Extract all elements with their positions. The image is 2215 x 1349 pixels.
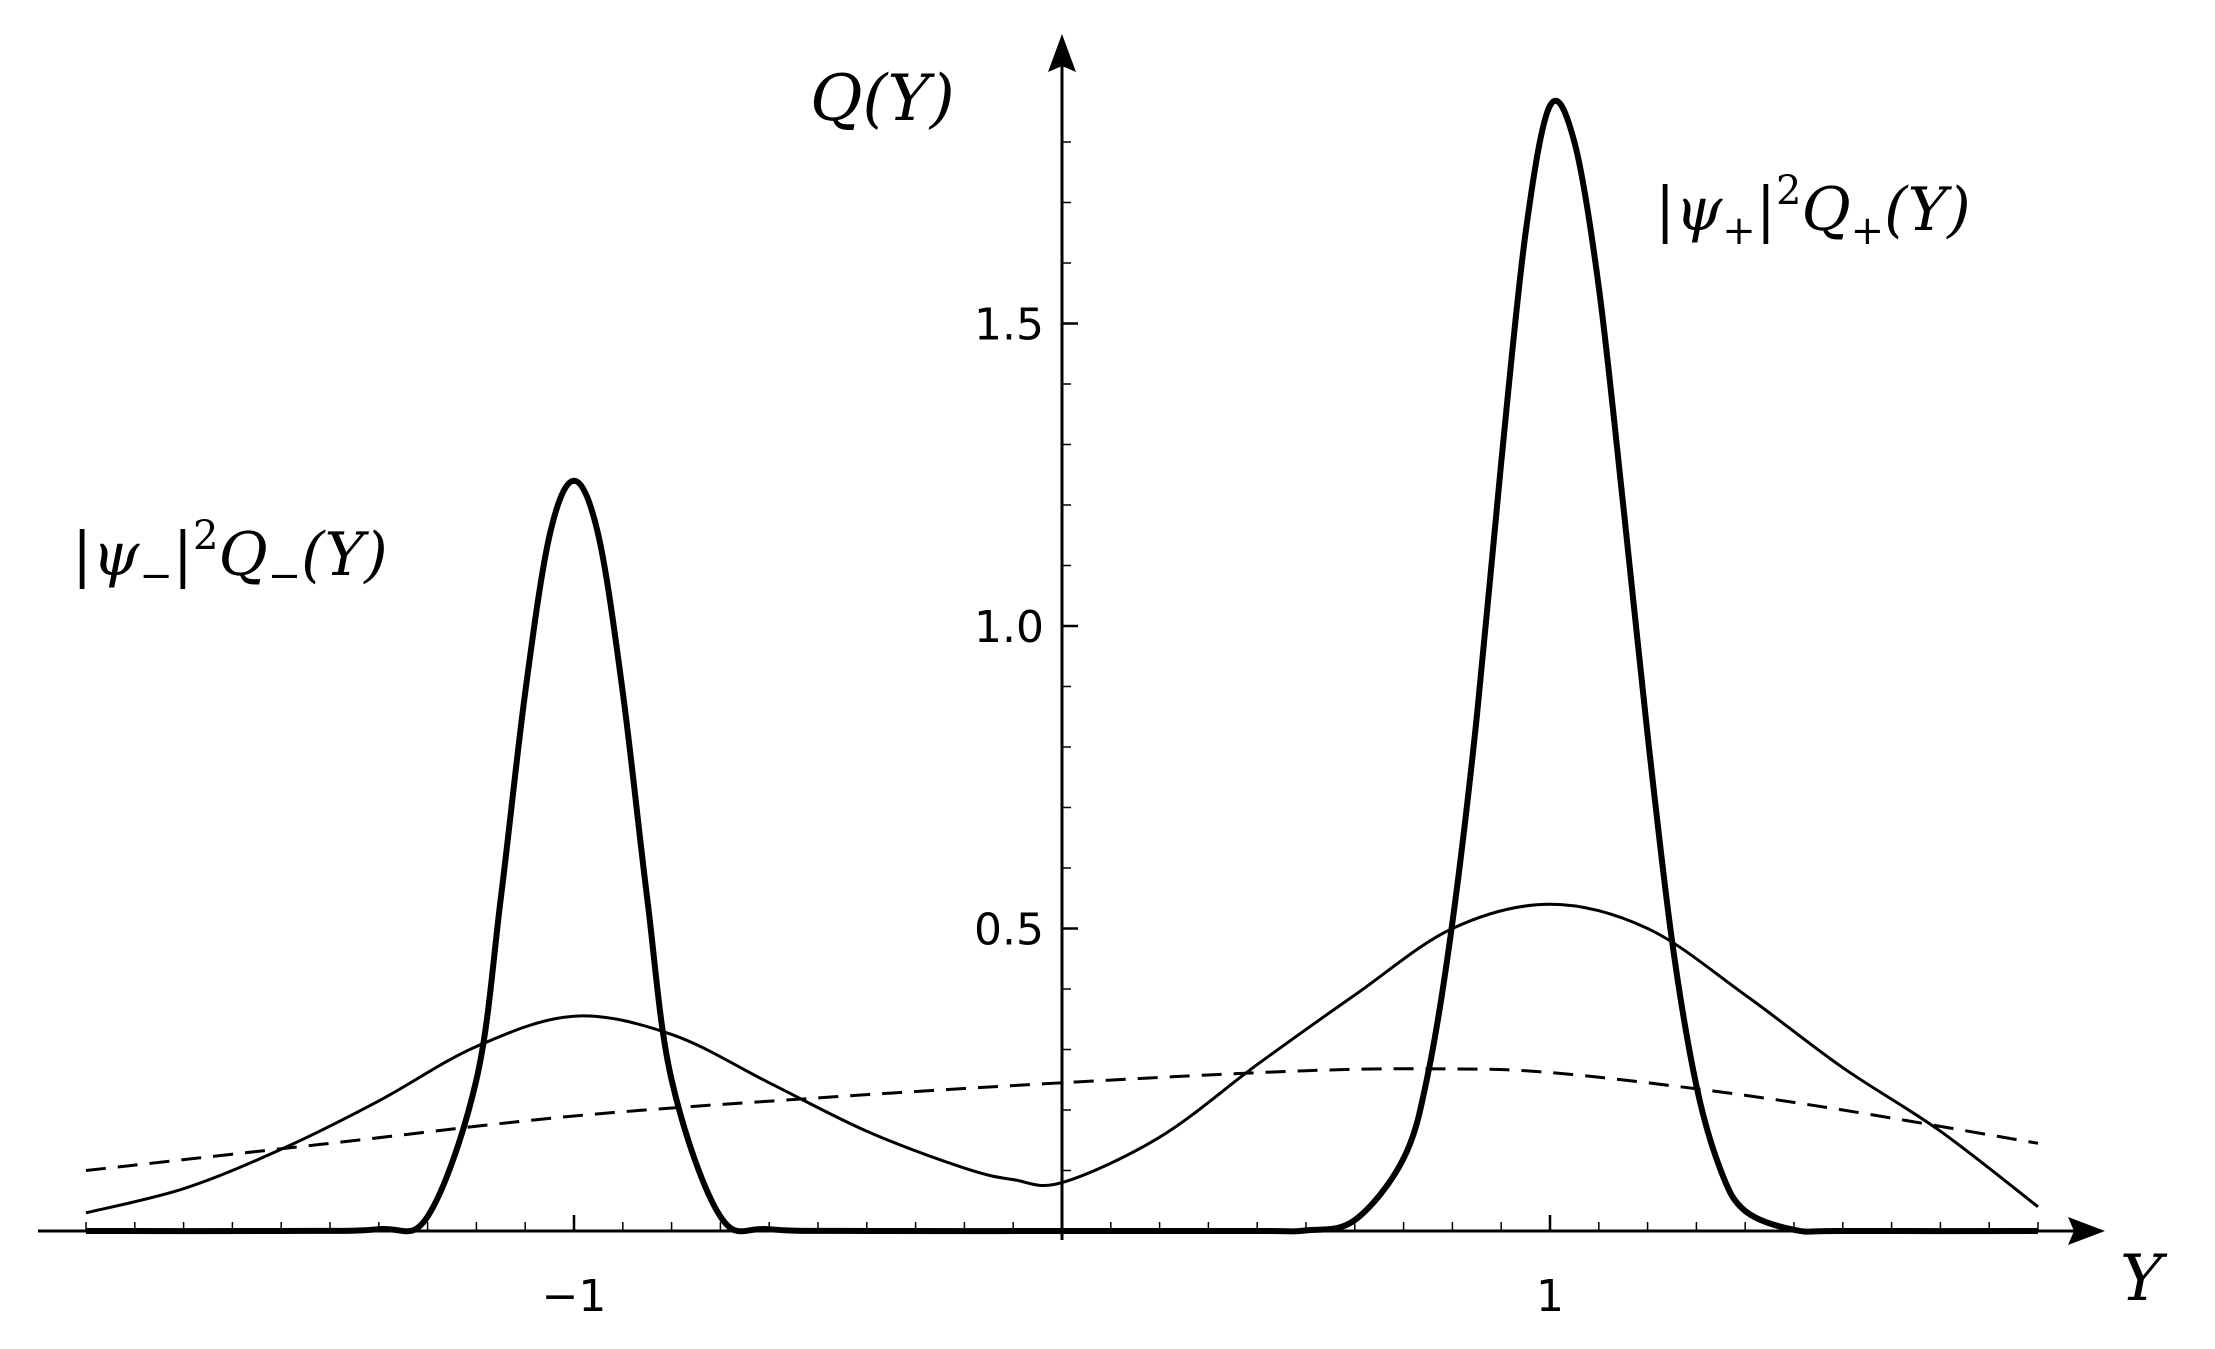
y-tick-label: 0.5 bbox=[974, 905, 1044, 956]
y-axis-title: Q(Y) bbox=[810, 62, 955, 136]
series-line-dashed bbox=[85, 1067, 2039, 1172]
x-tick-label: −1 bbox=[542, 1271, 607, 1322]
series-line-thick bbox=[85, 97, 2039, 1235]
y-tick-label: 1.0 bbox=[974, 602, 1044, 653]
major-ticks: −1 1 0.5 1.0 1.5 bbox=[542, 300, 1564, 1323]
x-axis-title: Y bbox=[2120, 1242, 2168, 1316]
minor-ticks bbox=[85, 141, 2039, 1231]
x-axis-arrow-icon bbox=[2068, 1217, 2105, 1245]
annotation-psi-minus: |ψ−|2Q−(Y) bbox=[72, 513, 388, 599]
series-line-thin bbox=[85, 902, 2039, 1215]
axes bbox=[38, 34, 2105, 1245]
series-layer bbox=[85, 97, 2039, 1235]
y-tick-label: 1.5 bbox=[974, 300, 1044, 351]
annotation-psi-plus: |ψ+|2Q+(Y) bbox=[1655, 168, 1971, 254]
y-axis-arrow-icon bbox=[1048, 34, 1076, 72]
x-tick-label: 1 bbox=[1536, 1271, 1564, 1322]
